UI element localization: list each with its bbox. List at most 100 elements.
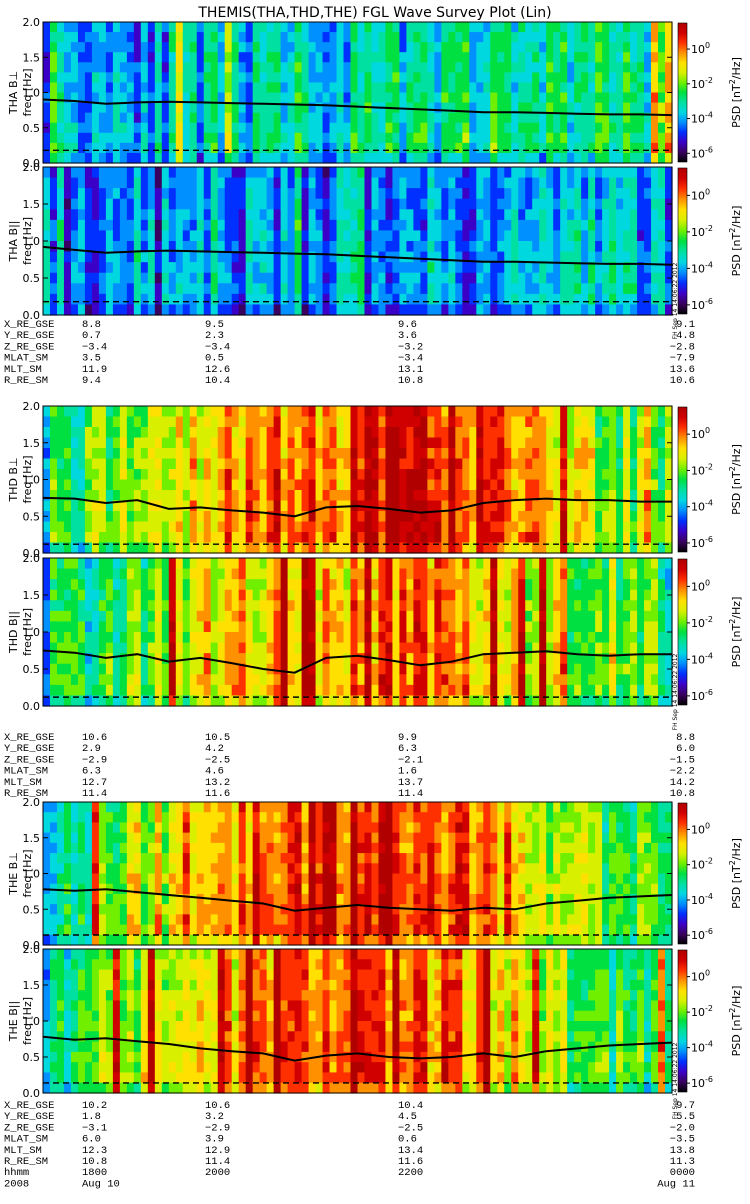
- heatmap-cell: [155, 143, 163, 154]
- heatmap-cell: [225, 406, 233, 417]
- heatmap-cell: [281, 220, 289, 231]
- heatmap-cell: [344, 241, 352, 252]
- heatmap-cell: [239, 143, 247, 154]
- heatmap-cell: [588, 611, 596, 622]
- heatmap-cell: [190, 579, 198, 590]
- heatmap-cell: [399, 448, 407, 459]
- heatmap-cell: [490, 304, 498, 315]
- heatmap-cell: [50, 262, 58, 273]
- heatmap-cell: [434, 490, 442, 501]
- heatmap-cell: [595, 674, 603, 685]
- heatmap-cell: [120, 632, 128, 643]
- heatmap-cell: [574, 427, 582, 438]
- heatmap-cell: [190, 621, 198, 632]
- heatmap-cell: [539, 93, 547, 104]
- heatmap-cell: [581, 230, 589, 241]
- heatmap-cell: [155, 569, 163, 580]
- heatmap-cell: [162, 653, 170, 664]
- heatmap-cell: [539, 501, 547, 512]
- heatmap-cell: [50, 490, 58, 501]
- heatmap-cell: [392, 490, 400, 501]
- heatmap-cell: [274, 188, 282, 199]
- heatmap-cell: [295, 113, 303, 124]
- heatmap-cell: [330, 653, 338, 664]
- heatmap-cell: [525, 93, 533, 104]
- heatmap-cell: [532, 188, 540, 199]
- heatmap-cell: [602, 103, 610, 114]
- heatmap-cell: [113, 188, 121, 199]
- heatmap-cell: [511, 621, 519, 632]
- heatmap-cell: [316, 93, 324, 104]
- heatmap-cell: [71, 459, 79, 470]
- heatmap-cell: [78, 558, 86, 569]
- heatmap-cell: [441, 632, 449, 643]
- heatmap-cell: [134, 621, 142, 632]
- heatmap-cell: [651, 252, 659, 263]
- heatmap-cell: [504, 653, 512, 664]
- heatmap-cell: [260, 72, 268, 83]
- heatmap-cell: [134, 82, 142, 93]
- heatmap-cell: [281, 52, 289, 63]
- heatmap-cell: [595, 643, 603, 654]
- heatmap-cell: [532, 153, 540, 164]
- heatmap-cell: [85, 273, 93, 284]
- heatmap-cell: [267, 273, 275, 284]
- heatmap-cell: [413, 674, 421, 685]
- heatmap-cell: [134, 480, 142, 491]
- heatmap-cell: [309, 82, 317, 93]
- heatmap-cell: [623, 22, 631, 33]
- heatmap-cell: [183, 262, 191, 273]
- heatmap-cell: [274, 643, 282, 654]
- heatmap-cell: [183, 569, 191, 580]
- heatmap-cell: [218, 600, 226, 611]
- heatmap-cell: [525, 52, 533, 63]
- heatmap-cell: [539, 522, 547, 533]
- heatmap-cell: [469, 664, 477, 675]
- heatmap-cell: [588, 558, 596, 569]
- heatmap-cell: [616, 532, 624, 543]
- heatmap-cell: [588, 511, 596, 522]
- heatmap-cell: [323, 480, 331, 491]
- heatmap-cell: [281, 685, 289, 696]
- heatmap-cell: [64, 113, 72, 124]
- heatmap-cell: [413, 480, 421, 491]
- heatmap-cell: [106, 294, 114, 305]
- heatmap-cell: [50, 188, 58, 199]
- heatmap-cell: [427, 153, 435, 164]
- heatmap-cell: [316, 579, 324, 590]
- heatmap-cell: [476, 569, 484, 580]
- heatmap-cell: [497, 273, 505, 284]
- heatmap-cell: [309, 167, 317, 178]
- heatmap-cell: [399, 209, 407, 220]
- heatmap-cell: [581, 417, 589, 428]
- heatmap-cell: [511, 241, 519, 252]
- heatmap-cell: [64, 522, 72, 533]
- heatmap-cell: [92, 406, 100, 417]
- heatmap-cell: [588, 252, 596, 263]
- heatmap-cell: [323, 469, 331, 480]
- heatmap-cell: [183, 511, 191, 522]
- heatmap-cell: [239, 427, 247, 438]
- heatmap-cell: [448, 62, 456, 73]
- heatmap-cell: [630, 167, 638, 178]
- heatmap-cell: [560, 32, 568, 43]
- heatmap-cell: [483, 178, 491, 189]
- heatmap-cell: [546, 82, 554, 93]
- heatmap-cell: [358, 283, 366, 294]
- heatmap-cell: [309, 143, 317, 154]
- heatmap-cell: [295, 294, 303, 305]
- heatmap-cell: [427, 304, 435, 315]
- heatmap-cell: [567, 632, 575, 643]
- heatmap-cell: [120, 52, 128, 63]
- heatmap-cell: [420, 621, 428, 632]
- heatmap-cell: [176, 283, 184, 294]
- heatmap-cell: [246, 93, 254, 104]
- heatmap-cell: [434, 511, 442, 522]
- heatmap-cell: [288, 32, 296, 43]
- heatmap-cell: [50, 674, 58, 685]
- heatmap-cell: [581, 167, 589, 178]
- heatmap-cell: [64, 252, 72, 263]
- heatmap-cell: [413, 82, 421, 93]
- heatmap-cell: [169, 22, 177, 33]
- heatmap-cell: [260, 427, 268, 438]
